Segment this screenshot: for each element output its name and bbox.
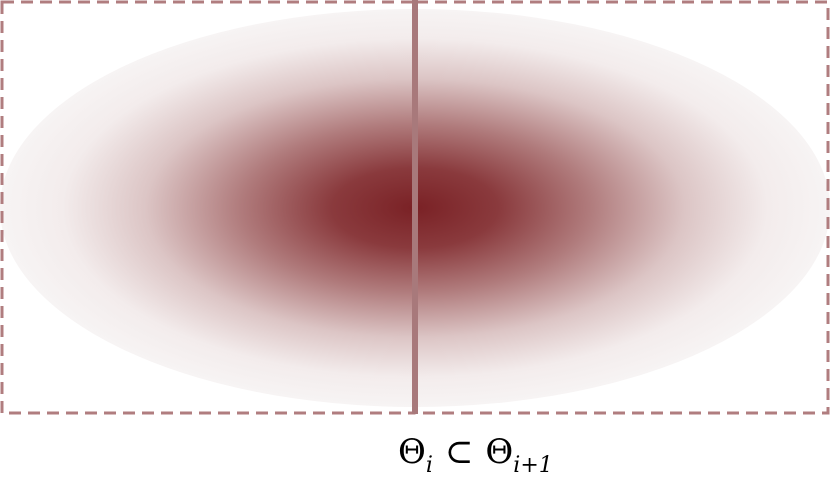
subset-relation-caption: Θi ⊂ Θi+1 [398, 432, 553, 478]
theta-i-subscript: i [425, 453, 433, 478]
subset-symbol: ⊂ [444, 432, 474, 472]
theta-i-symbol: Θ [398, 432, 426, 472]
theta-i-plus-1-symbol: Θ [485, 432, 514, 472]
theta-i-plus-1-subscript: i+1 [513, 453, 553, 478]
parameter-space-right-box [414, 0, 830, 415]
